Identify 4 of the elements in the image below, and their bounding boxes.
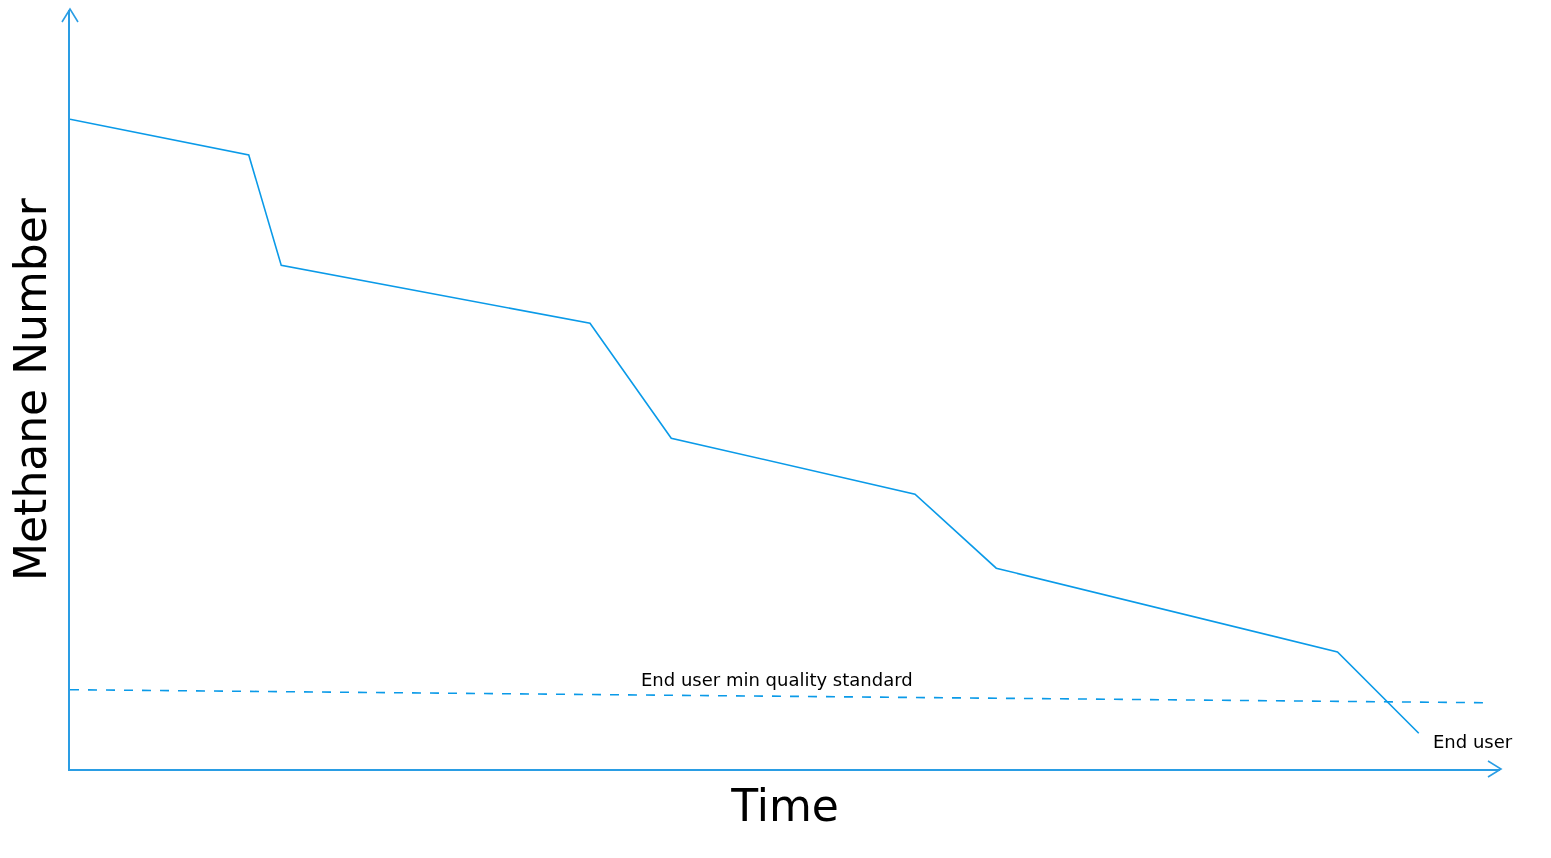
annotation: End user min quality standard: [641, 669, 913, 690]
y-axis-title: Methane Number: [4, 197, 56, 581]
x-axis-title: Time: [730, 779, 839, 831]
annotation: End user: [1433, 731, 1513, 752]
